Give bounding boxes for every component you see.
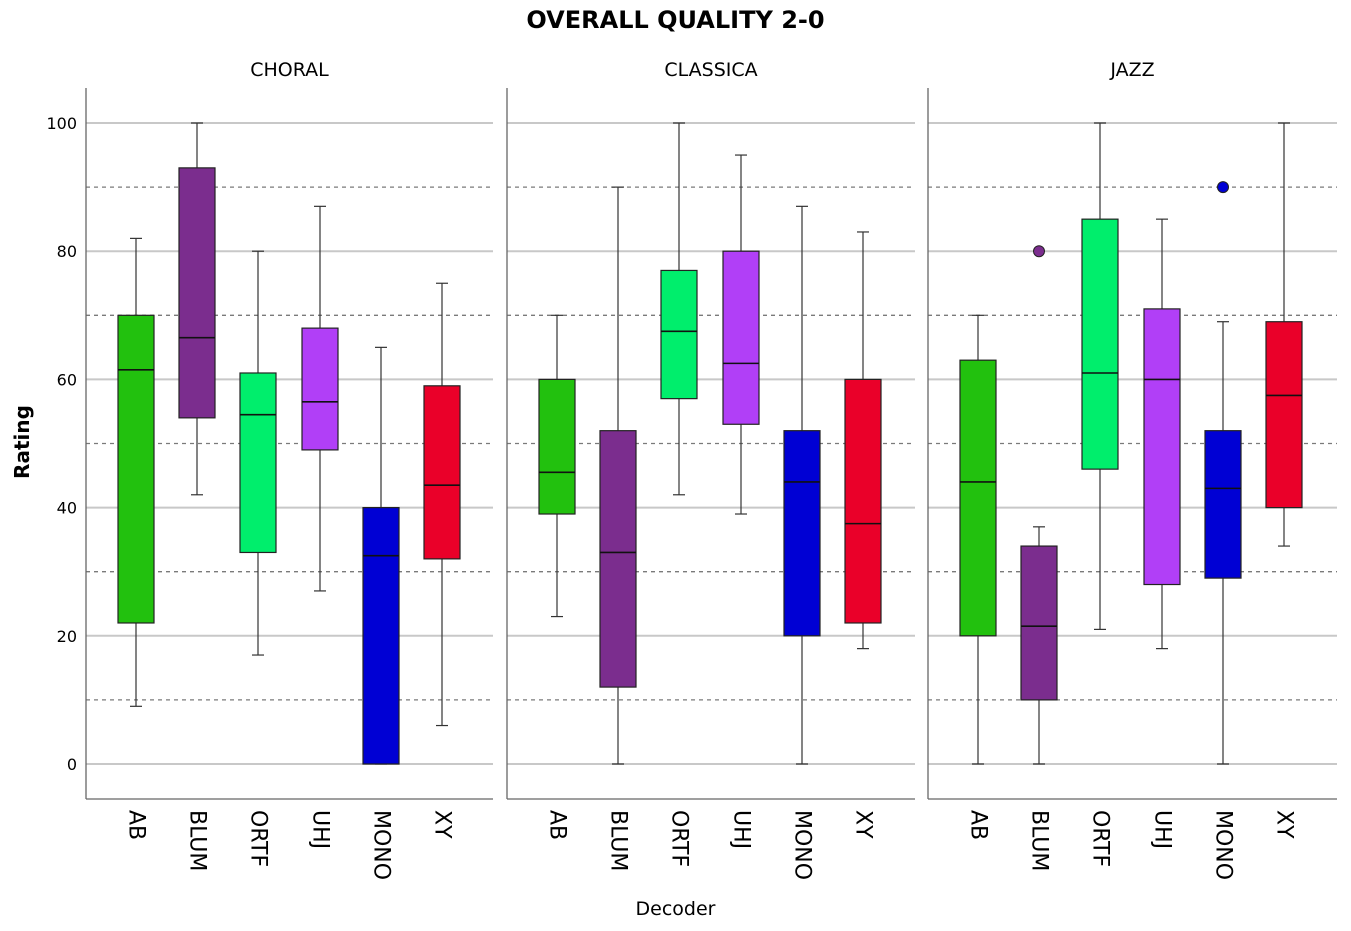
box-uhj: [301, 327, 339, 451]
x-axis-label: Decoder: [635, 898, 716, 920]
box-uhj: [722, 250, 760, 425]
box-mono: [362, 507, 400, 765]
x-tick-label: ORTF: [667, 810, 692, 867]
box-ab: [959, 359, 997, 637]
y-tick-label: 100: [46, 114, 77, 133]
box-mono: [783, 430, 821, 637]
outlier-point: [1033, 245, 1045, 258]
chart-title: OVERALL QUALITY 2-0: [526, 6, 825, 34]
box-mono: [1204, 430, 1242, 579]
box-xy: [423, 385, 461, 560]
x-tick-label: XY: [1272, 810, 1297, 839]
x-tick-label: UHJ: [308, 810, 333, 849]
box-ortf: [1081, 218, 1119, 470]
x-tick-label: MONO: [1211, 810, 1236, 880]
box-ortf: [239, 372, 277, 554]
x-tick-label: AB: [545, 810, 570, 840]
box-uhj: [1143, 308, 1181, 586]
panel-title: CLASSICA: [664, 59, 757, 81]
y-tick-label: 80: [57, 242, 77, 261]
x-tick-label: ORTF: [1088, 810, 1113, 867]
box-xy: [1265, 321, 1303, 509]
y-tick-label: 60: [57, 370, 77, 389]
box-xy: [844, 378, 882, 624]
x-tick-label: XY: [430, 810, 455, 839]
x-tick-label: BLUM: [1027, 810, 1052, 871]
x-tick-label: BLUM: [606, 810, 631, 871]
panel-title: CHORAL: [250, 59, 329, 81]
panel-title: JAZZ: [1109, 59, 1154, 81]
x-tick-label: AB: [124, 810, 149, 840]
box-blum: [1020, 545, 1058, 701]
box-ab: [538, 378, 576, 515]
x-tick-label: ORTF: [246, 810, 271, 867]
x-tick-label: MONO: [790, 810, 815, 880]
box-ab: [117, 314, 155, 624]
x-tick-label: XY: [851, 810, 876, 839]
y-tick-label: 40: [57, 499, 77, 518]
x-tick-label: MONO: [369, 810, 394, 880]
y-tick-label: 0: [67, 755, 77, 774]
box-blum: [599, 430, 637, 688]
box-ortf: [660, 269, 698, 400]
y-tick-label: 20: [57, 627, 77, 646]
x-tick-label: UHJ: [729, 810, 754, 849]
x-tick-label: UHJ: [1150, 810, 1175, 849]
x-tick-label: AB: [966, 810, 991, 840]
x-tick-label: BLUM: [185, 810, 210, 871]
box-blum: [178, 167, 216, 419]
outlier-point: [1217, 181, 1229, 194]
